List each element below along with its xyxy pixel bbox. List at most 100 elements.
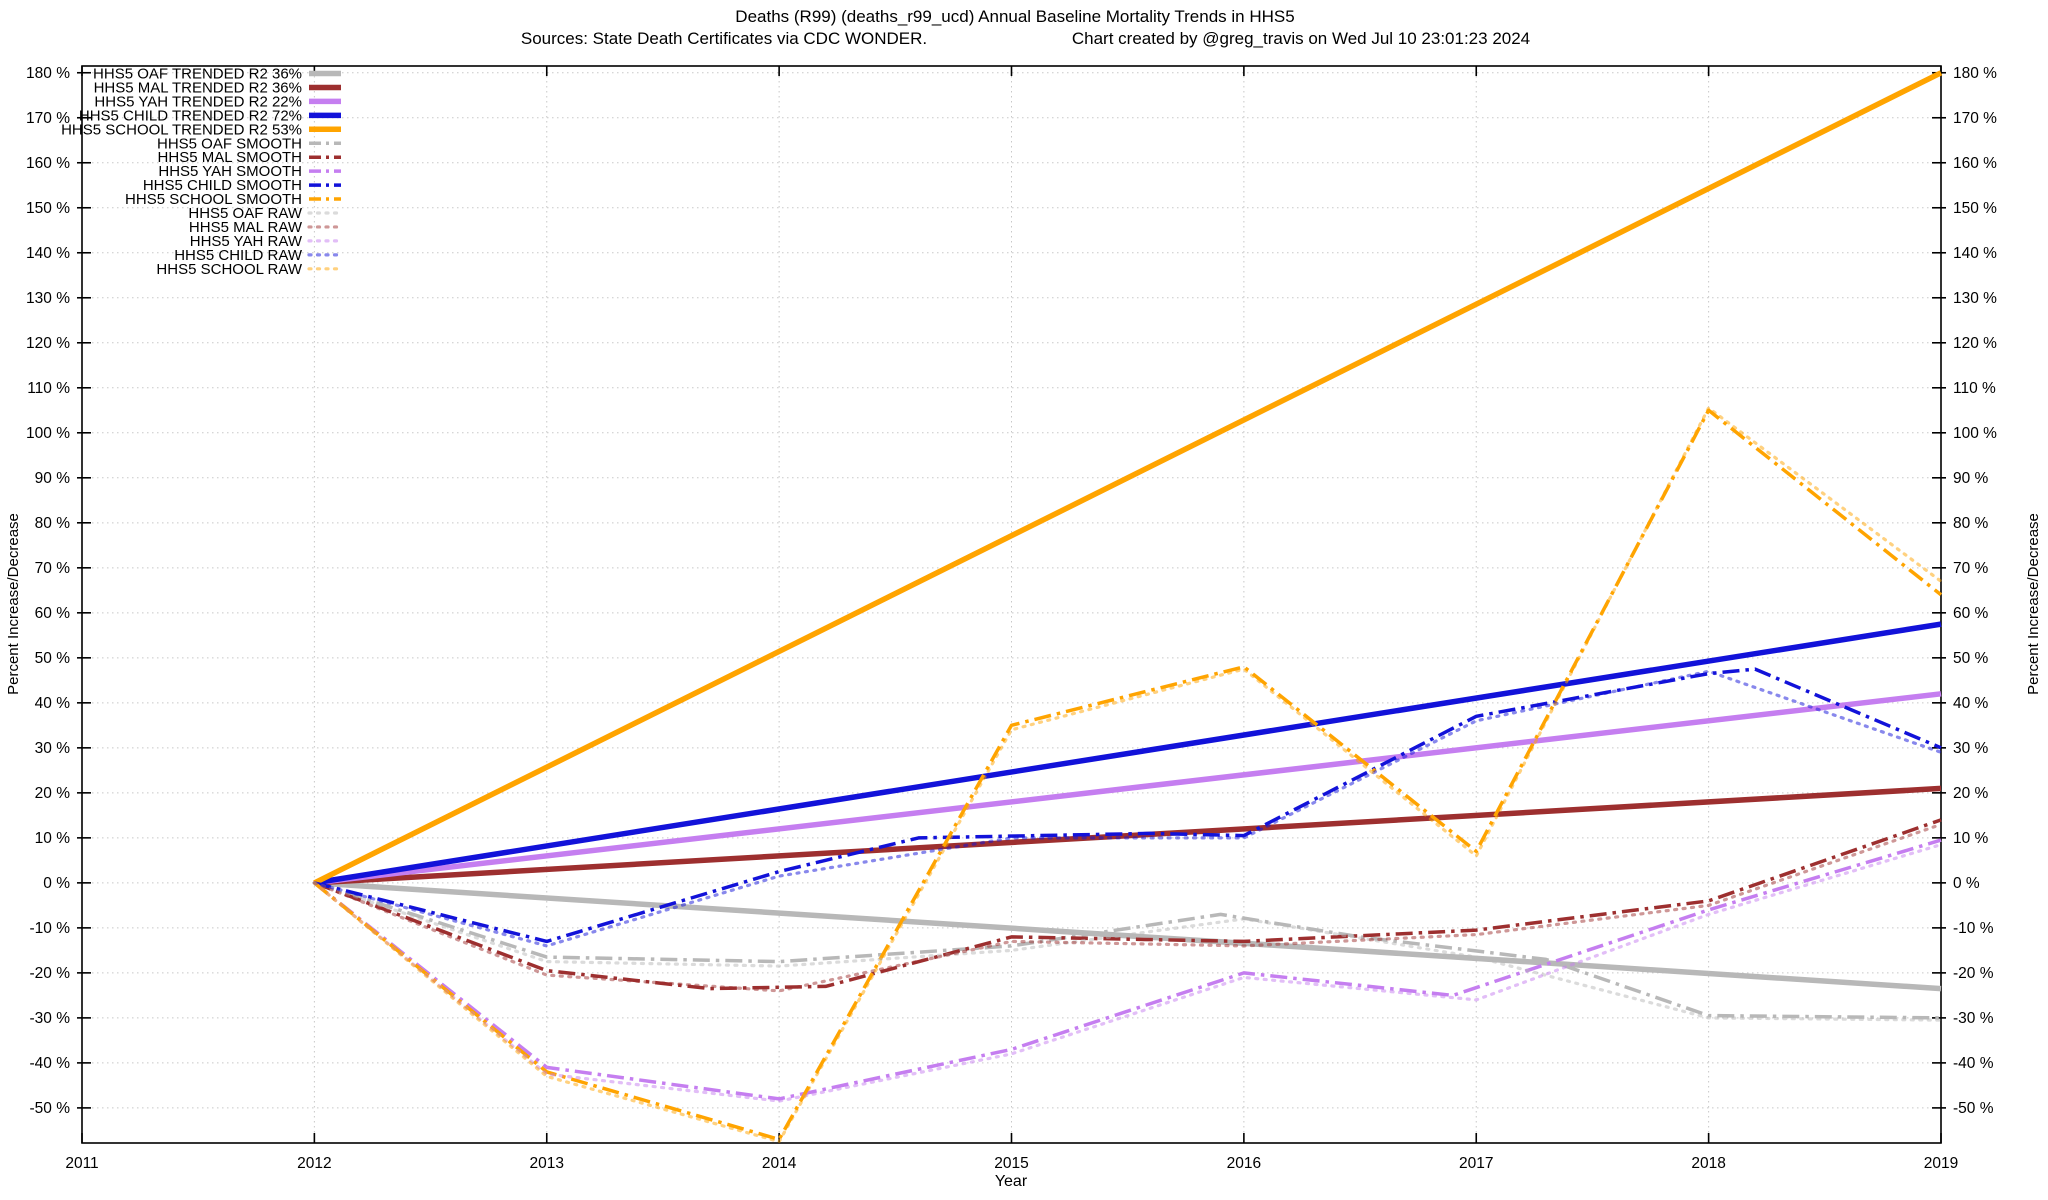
- y-tick-label-right: 10 %: [1953, 830, 1989, 847]
- y-tick-label-right: -20 %: [1953, 965, 1994, 982]
- y-axis-title-left: Percent Increase/Decrease: [5, 513, 22, 695]
- series-line-school-trended: [313, 70, 1943, 886]
- legend-label: HHS5 MAL TRENDED R2 36%: [94, 79, 302, 96]
- y-tick-label-right: 70 %: [1953, 560, 1989, 577]
- legend-item: HHS5 CHILD SMOOTH: [143, 177, 341, 194]
- y-tick-label-left: 20 %: [35, 785, 71, 802]
- x-tick-label: 2012: [297, 1155, 331, 1172]
- x-tick-label: 2016: [1227, 1155, 1261, 1172]
- series-line-child-raw: [312, 669, 1943, 948]
- gridlines: [82, 66, 1941, 1143]
- y-tick-label-left: -40 %: [30, 1055, 71, 1072]
- plot-render-root: -50 % -50 % -40 % -40 % -30 % -30 % -20 % -20 %…: [26, 65, 1997, 1172]
- series-line-mal-smooth: [313, 818, 1942, 991]
- y-tick-label-left: 0 %: [43, 875, 70, 892]
- y-tick-label-right: -50 %: [1953, 1100, 1994, 1117]
- legend-item: HHS5 SCHOOL RAW: [156, 261, 343, 278]
- y-tick-label-left: -30 %: [30, 1010, 71, 1027]
- legend-label: HHS5 CHILD RAW: [174, 247, 303, 264]
- series-line-child-trended: [313, 621, 1942, 886]
- legend-item: HHS5 CHILD TRENDED R2 72%: [79, 107, 341, 124]
- y-tick-label-right: 100 %: [1953, 425, 1997, 442]
- legend-item: HHS5 SCHOOL TRENDED R2 53%: [61, 121, 341, 138]
- y-tick-label-right: 40 %: [1953, 695, 1989, 712]
- series-line-school-raw: [312, 406, 1943, 1144]
- y-tick-label-left: 80 %: [35, 515, 71, 532]
- y-tick-label-left: 110 %: [27, 380, 70, 397]
- legend-label: HHS5 CHILD SMOOTH: [143, 177, 302, 194]
- y-tick-label-left: 10 %: [35, 830, 71, 847]
- y-tick-label-right: 50 %: [1953, 650, 1989, 667]
- y-tick-label-right: 110 %: [1953, 380, 1996, 397]
- series-lines: [312, 70, 1943, 1144]
- y-tick-label-left: 170 %: [26, 110, 70, 127]
- y-tick-label-right: -30 %: [1953, 1010, 1994, 1027]
- y-tick-label-left: 160 %: [26, 155, 70, 172]
- series-line-child-smooth: [313, 667, 1942, 944]
- chart-credit-note: Chart created by @greg_travis on Wed Jul…: [1072, 29, 1530, 48]
- series-line-school-smooth: [313, 408, 1943, 1142]
- y-tick-label-left: 40 %: [35, 695, 71, 712]
- y-tick-label-left: 180 %: [26, 65, 70, 82]
- y-tick-label-right: 0 %: [1953, 875, 1980, 892]
- legend-item: HHS5 CHILD RAW: [174, 247, 343, 264]
- y-tick-label-right: 90 %: [1953, 470, 1989, 487]
- y-tick-label-left: -20 %: [30, 965, 71, 982]
- legend-label: HHS5 SCHOOL TRENDED R2 53%: [61, 121, 302, 138]
- legend-item: HHS5 SCHOOL SMOOTH: [125, 191, 341, 208]
- axis-ticks: -50 % -50 % -40 % -40 % -30 % -30 % -20 % -20 %…: [26, 65, 1997, 1172]
- y-tick-label-right: 160 %: [1953, 155, 1997, 172]
- legend-item: HHS5 OAF TRENDED R2 36%: [93, 66, 341, 83]
- y-tick-label-left: 90 %: [35, 470, 71, 487]
- y-tick-label-right: 120 %: [1953, 335, 1997, 352]
- y-tick-label-right: 140 %: [1953, 245, 1997, 262]
- x-tick-label: 2017: [1459, 1155, 1493, 1172]
- legend-item: HHS5 OAF RAW: [188, 205, 343, 222]
- legend-label: HHS5 YAH RAW: [190, 233, 303, 250]
- series-line-yah-raw: [312, 842, 1943, 1103]
- y-tick-label-right: -40 %: [1953, 1055, 1994, 1072]
- y-tick-label-right: 130 %: [1953, 290, 1997, 307]
- y-tick-label-left: 140 %: [26, 245, 70, 262]
- series-line-yah-trended: [314, 691, 1942, 886]
- legend-label: HHS5 SCHOOL RAW: [156, 261, 302, 278]
- y-tick-label-left: 150 %: [26, 200, 70, 217]
- legend-label: HHS5 OAF RAW: [188, 205, 302, 222]
- y-tick-label-right: 20 %: [1953, 785, 1989, 802]
- legend-label: HHS5 SCHOOL SMOOTH: [125, 191, 302, 208]
- series-line-oaf-trended: [314, 880, 1942, 992]
- legend-label: HHS5 OAF SMOOTH: [157, 135, 302, 152]
- y-tick-label-right: 170 %: [1953, 110, 1997, 127]
- y-tick-label-left: -10 %: [30, 920, 71, 937]
- y-axis-title-right: Percent Increase/Decrease: [2025, 513, 2042, 695]
- series-line-mal-trended: [314, 785, 1942, 886]
- y-tick-label-left: 60 %: [35, 605, 71, 622]
- y-tick-label-left: 30 %: [35, 740, 71, 757]
- y-tick-label-left: 100 %: [26, 425, 70, 442]
- legend-label: HHS5 MAL SMOOTH: [158, 149, 302, 166]
- y-tick-label-left: 70 %: [35, 560, 71, 577]
- legend-item: HHS5 OAF SMOOTH: [157, 135, 341, 152]
- y-tick-label-left: 120 %: [26, 335, 70, 352]
- series-line-oaf-smooth: [313, 881, 1942, 1020]
- y-tick-label-right: -10 %: [1953, 920, 1994, 937]
- x-tick-label: 2013: [530, 1155, 564, 1172]
- legend-label: HHS5 MAL RAW: [189, 219, 303, 236]
- y-tick-label-right: 30 %: [1953, 740, 1989, 757]
- y-tick-label-left: -50 %: [30, 1100, 71, 1117]
- y-tick-label-left: 50 %: [35, 650, 71, 667]
- legend-item: HHS5 YAH SMOOTH: [158, 163, 341, 180]
- legend-item: HHS5 YAH RAW: [190, 233, 343, 250]
- x-axis-title: Year: [995, 1173, 1028, 1190]
- chart-source-note: Sources: State Death Certificates via CD…: [521, 29, 927, 48]
- x-tick-label: 2014: [762, 1155, 797, 1172]
- legend-item: HHS5 YAH TRENDED R2 22%: [94, 93, 341, 110]
- series-line-oaf-raw: [312, 881, 1943, 1022]
- y-tick-label-right: 180 %: [1953, 65, 1997, 82]
- legend-label: HHS5 YAH SMOOTH: [158, 163, 302, 180]
- x-tick-label: 2019: [1924, 1155, 1958, 1172]
- x-tick-label: 2015: [994, 1155, 1028, 1172]
- legend-item: HHS5 MAL SMOOTH: [158, 149, 341, 166]
